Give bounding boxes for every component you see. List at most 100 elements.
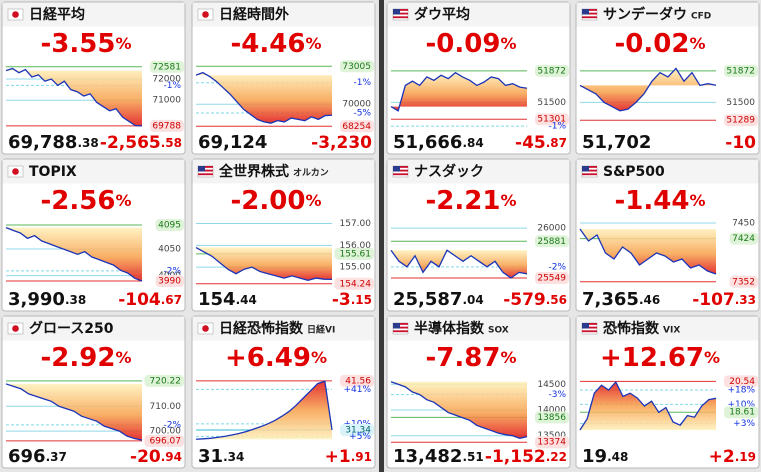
pct-text: -2.56% [41,186,132,216]
divider [379,0,384,472]
y-tick-label: 14000 [537,406,566,416]
tick-box [535,64,569,77]
pct-part: % [115,191,131,210]
y-tick-label: 72000 [152,75,181,85]
panel-title: S&P500 [603,164,665,180]
price-text: 19.48 [582,446,628,467]
chg-part: -579 [503,290,546,310]
price-text: 69,788.38 [8,132,99,153]
price-text: 696.37 [8,446,67,467]
flag-stripe [582,326,597,329]
flag [392,8,409,21]
tick-box [535,436,569,449]
y-tick-label: 70000 [342,100,371,110]
panel: 日経時間外 -4.46% 73005 -1% 70000-5% 68254 69,124 -3… [191,1,376,155]
y-tick-label: 7424 [732,234,755,244]
y-tick-label: 25549 [537,274,566,284]
tick-box [144,434,184,447]
title-bar [387,316,570,341]
panel: 恐怖指数 VIX +12.67% 20.54+18% +10%18.61+3% 19.48… [575,315,760,469]
chg-text: +2.19 [709,447,756,467]
area [196,72,332,124]
chg-part: .56 [546,293,567,307]
line [195,380,333,440]
chg-part: -104 [118,290,161,310]
tick-box [724,375,758,388]
pct-part: -2.92 [41,343,116,373]
y-tick-label: 51301 [537,115,566,125]
tick-box [340,120,374,133]
area [6,68,142,126]
line [390,381,528,439]
flag-stripe [393,323,408,325]
pct-part: -2.21 [426,186,501,216]
y-tick-label: 31.34 [345,425,371,435]
chg-part: .19 [735,450,756,464]
chg-part: -10 [725,133,756,153]
y-tick-label: +41% [343,385,371,395]
y-tick-label: 25881 [537,237,566,247]
flag-disc [12,11,19,18]
title-bar [192,2,375,27]
panel-subtitle: オルカン [293,168,329,179]
y-tick-label: -3% [548,390,566,400]
chg-text: -10 [725,133,756,153]
title-bar [576,316,759,341]
price-part: 696 [8,446,46,467]
flag-disc [12,168,19,175]
flag [392,322,409,335]
tick-box [150,60,184,73]
pct-part: % [689,34,705,53]
tick-box [535,113,569,126]
tick-box [724,114,758,127]
pct-part: -4.46 [231,29,306,59]
price-part: .38 [65,293,86,307]
price-part: 3,990 [8,289,65,310]
flag [581,165,598,178]
y-tick-label: 18.61 [729,408,755,418]
panel: ダウ平均 -0.09% 51872 51500 51301-1% 51,666.84 -45… [386,1,571,155]
flag-stripe [393,9,408,11]
price-part: .37 [46,450,67,464]
flag-canton [582,323,589,329]
flag-disc [202,325,209,332]
y-tick-label: 72581 [152,62,181,72]
y-tick-label: +3% [733,419,755,429]
line [5,227,143,282]
y-tick-label: 700.00 [150,427,182,437]
chg-part: .87 [546,136,567,150]
flag-stripe [393,326,408,329]
flag-canton [582,166,589,172]
y-tick-label: -2% [163,266,181,276]
price-part: .34 [223,450,244,464]
flag [7,8,24,21]
y-tick-label: 51289 [726,116,755,126]
flag-stripe [582,166,597,168]
chg-part: .33 [735,293,756,307]
line [390,249,528,279]
price-part: 69,788 [8,132,77,153]
chg-text: -20.94 [130,447,182,467]
price-text: 3,990.38 [8,289,86,310]
panel-title: サンデーダウ [603,6,687,23]
flag-stripe [393,12,408,15]
panel: S&P500 -1.44% 7450 7424 7352 7,365.46 -107.33 [575,158,760,312]
price-part: .46 [639,293,660,307]
pct-part: -3.55 [41,29,116,59]
price-part: 25,587 [393,289,462,310]
flag-canton [582,9,589,15]
chg-part: .15 [351,293,372,307]
pct-part: % [500,191,516,210]
tick-box [144,374,184,387]
panel: グロース250 -2.92% 720.22 710.00 -2%700.00696.07… [1,315,186,469]
chg-part: .91 [351,450,372,464]
area [196,247,332,281]
flag [7,322,24,335]
pct-text: +12.67% [600,343,720,373]
price-part: .04 [462,293,483,307]
tick-box [724,406,758,419]
y-tick-label: 51500 [537,98,566,108]
y-tick-label: -1% [163,81,181,91]
panel-subtitle: CFD [691,12,711,22]
